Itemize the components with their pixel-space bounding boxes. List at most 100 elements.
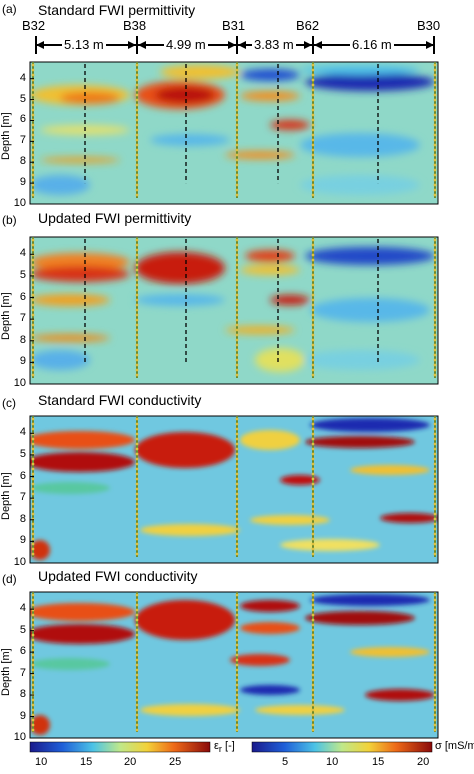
antenna-marker (31, 363, 35, 367)
antenna-marker (311, 522, 315, 526)
antenna-marker (135, 442, 139, 446)
antenna-marker (433, 283, 437, 287)
antenna-marker (311, 288, 315, 292)
antenna-marker (433, 432, 437, 436)
antenna-marker (31, 303, 35, 307)
antenna-marker (235, 663, 239, 667)
antenna-marker (31, 343, 35, 347)
antenna-marker (31, 123, 35, 127)
antenna-marker (433, 613, 437, 617)
antenna-marker (235, 148, 239, 152)
antenna-marker (311, 78, 315, 82)
antenna-marker (235, 502, 239, 506)
antenna-marker (31, 653, 35, 657)
antenna-marker (31, 512, 35, 516)
cb2-tick-5: 5 (282, 756, 289, 768)
antenna-marker (433, 653, 437, 657)
antenna-marker (235, 452, 239, 456)
antenna-marker (433, 643, 437, 647)
y-tick-label: 5 (19, 92, 26, 105)
antenna-marker (135, 658, 139, 662)
antenna-marker (433, 183, 437, 187)
y-tick-label: 10 (13, 377, 26, 389)
antenna-marker (311, 437, 315, 441)
antenna-marker (235, 373, 239, 377)
antenna-marker (135, 497, 139, 501)
antenna-marker (31, 173, 35, 177)
antenna-marker (135, 457, 139, 461)
antenna-marker (235, 133, 239, 137)
antenna-marker (311, 507, 315, 511)
antenna-marker (433, 153, 437, 157)
antenna-marker (433, 462, 437, 466)
antenna-marker (235, 462, 239, 466)
antenna-marker (31, 248, 35, 252)
antenna-marker (235, 427, 239, 431)
antenna-marker (135, 693, 139, 697)
y-tick-label: 4 (19, 71, 26, 84)
antenna-marker (135, 653, 139, 657)
borehole-label-b31: B31 (222, 18, 246, 33)
antenna-marker (311, 613, 315, 617)
antenna-marker (433, 718, 437, 722)
antenna-marker (311, 462, 315, 466)
antenna-marker (311, 643, 315, 647)
antenna-marker (31, 708, 35, 712)
antenna-marker (135, 303, 139, 307)
antenna-marker (235, 293, 239, 297)
antenna-marker (31, 263, 35, 267)
antenna-marker (31, 658, 35, 662)
antenna-marker (433, 303, 437, 307)
antenna-marker (433, 368, 437, 372)
antenna-marker (311, 243, 315, 247)
antenna-marker (235, 527, 239, 531)
antenna-marker (135, 88, 139, 92)
antenna-marker (433, 417, 437, 421)
antenna-marker (135, 718, 139, 722)
antenna-marker (433, 168, 437, 172)
antenna-marker (235, 188, 239, 192)
antenna-marker (135, 713, 139, 717)
antenna-marker (31, 128, 35, 132)
antenna-marker (433, 288, 437, 292)
antenna-marker (433, 78, 437, 82)
antenna-marker (31, 138, 35, 142)
antenna-marker (235, 552, 239, 556)
antenna-marker (235, 313, 239, 317)
antenna-marker (311, 318, 315, 322)
antenna-marker (433, 603, 437, 607)
antenna-marker (433, 268, 437, 272)
antenna-marker (31, 308, 35, 312)
antenna-marker (135, 517, 139, 521)
antenna-marker (31, 83, 35, 87)
antenna-marker (433, 512, 437, 516)
antenna-marker (235, 128, 239, 132)
antenna-marker (311, 457, 315, 461)
antenna-marker (311, 303, 315, 307)
y-tick-label: 6 (19, 113, 26, 126)
antenna-marker (135, 492, 139, 496)
antenna-marker (135, 462, 139, 466)
antenna-marker (433, 693, 437, 697)
antenna-marker (235, 497, 239, 501)
antenna-marker (311, 138, 315, 142)
antenna-marker (311, 482, 315, 486)
antenna-marker (235, 542, 239, 546)
antenna-marker (135, 698, 139, 702)
antenna-marker (235, 348, 239, 352)
antenna-marker (433, 118, 437, 122)
antenna-marker (311, 113, 315, 117)
antenna-marker (235, 318, 239, 322)
antenna-marker (235, 368, 239, 372)
antenna-marker (31, 598, 35, 602)
antenna-marker (311, 108, 315, 112)
antenna-marker (311, 728, 315, 732)
panel-a-field (30, 62, 438, 204)
colorbar-conductivity (251, 741, 433, 753)
antenna-marker (31, 63, 35, 67)
antenna-marker (31, 73, 35, 77)
antenna-marker (311, 552, 315, 556)
antenna-marker (135, 417, 139, 421)
antenna-marker (433, 338, 437, 342)
antenna-marker (235, 73, 239, 77)
